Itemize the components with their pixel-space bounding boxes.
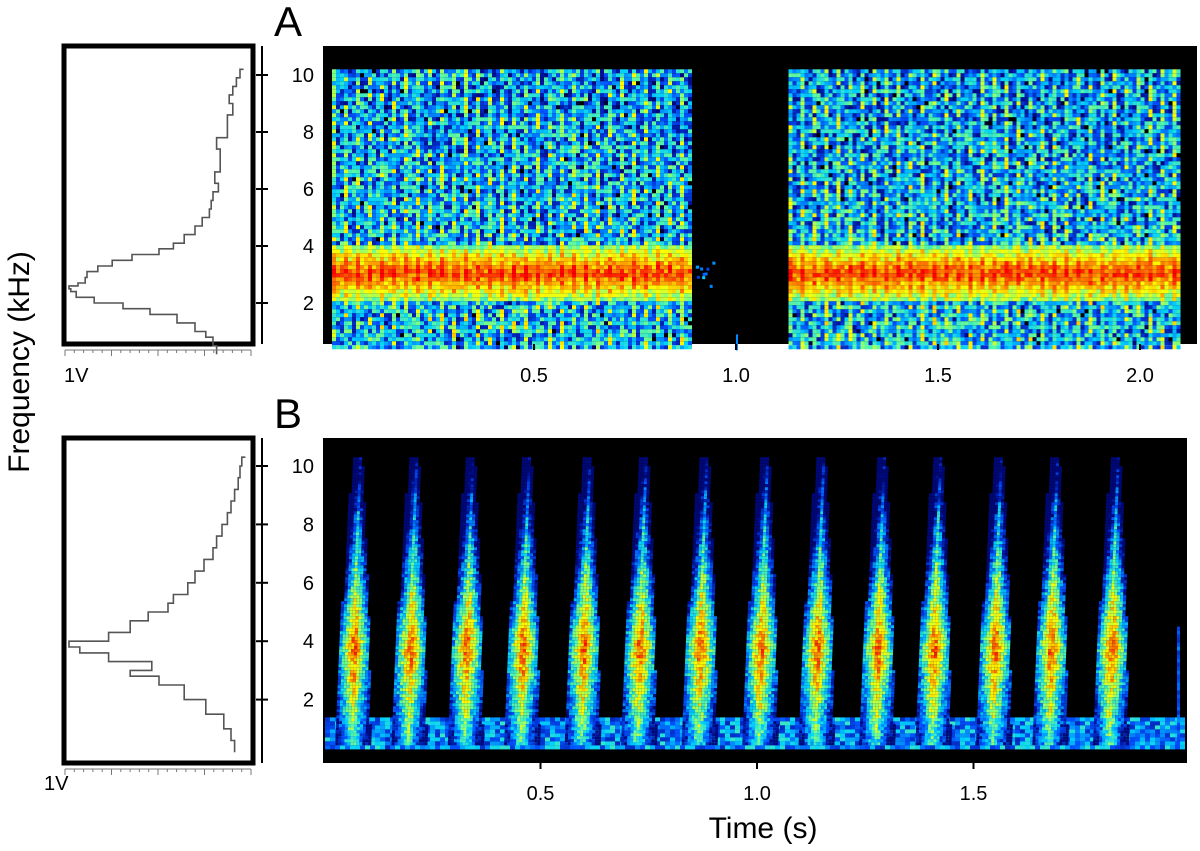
panel-label-b: B — [274, 390, 302, 437]
x-axis-a: 0.5 1.0 1.5 2.0 — [520, 344, 1154, 387]
x-tick-label: 1.0 — [722, 365, 750, 387]
y-tick-label: 6 — [303, 573, 314, 595]
y-tick-label: 10 — [292, 456, 314, 478]
x-tick-label: 0.5 — [520, 365, 548, 387]
y-tick-label: 6 — [303, 179, 314, 201]
panel-label-a: A — [274, 0, 302, 45]
y-tick-label: 4 — [303, 631, 314, 653]
x-tick-label: 2.0 — [1126, 365, 1154, 387]
spectrum-scale-b: 1V — [44, 773, 69, 795]
spectrum-box-a — [64, 46, 253, 344]
x-tick-label: 1.5 — [960, 783, 988, 805]
spectrum-ticks-b — [65, 769, 251, 775]
y-tick-label: 8 — [303, 514, 314, 536]
figure-ylabel: Frequency (kHz) — [3, 251, 36, 473]
spectrum-box-b — [64, 438, 253, 763]
x-tick-label: 0.5 — [527, 783, 555, 805]
y-axis-b: 2 4 6 8 10 — [256, 438, 314, 763]
panel-a: A 1V 2 4 6 8 10 0.5 1.0 1.5 2.0 — [64, 0, 1197, 387]
figure-xlabel: Time (s) — [709, 812, 818, 845]
y-tick-label: 4 — [303, 236, 314, 258]
spectrum-scale-a: 1V — [64, 365, 89, 387]
y-axis-a: 2 4 6 8 10 — [256, 46, 314, 344]
x-axis-b: 0.5 1.0 1.5 — [527, 763, 988, 805]
x-tick-label: 1.0 — [743, 783, 771, 805]
spectrum-ticks-a — [65, 350, 251, 356]
y-tick-label: 10 — [292, 65, 314, 87]
y-tick-label: 8 — [303, 122, 314, 144]
x-tick-label: 1.5 — [924, 365, 952, 387]
y-tick-label: 2 — [303, 690, 314, 712]
y-tick-label: 2 — [303, 293, 314, 315]
panel-b: B 1V 2 4 6 8 10 0.5 1.0 1.5 — [44, 390, 1187, 805]
